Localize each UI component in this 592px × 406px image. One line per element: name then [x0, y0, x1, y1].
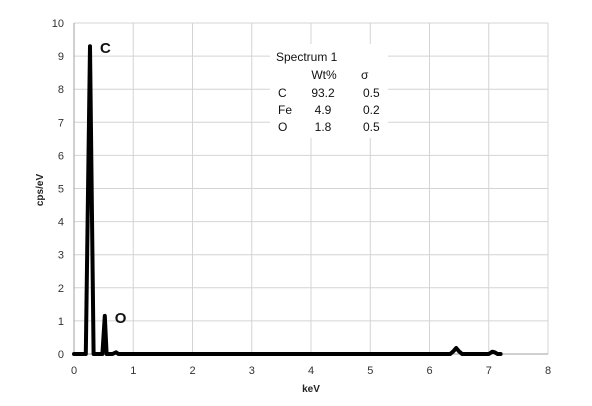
y-tick-label: 3	[58, 250, 64, 262]
y-tick-label: 1	[58, 316, 64, 328]
x-tick-label: 8	[545, 365, 551, 377]
peak-labels: CO	[100, 40, 127, 327]
annotation-background	[270, 44, 388, 138]
x-axis-title: keV	[302, 384, 320, 395]
peak-label-c: C	[100, 40, 111, 57]
y-tick-label: 8	[58, 84, 64, 96]
y-axis-title: cps/eV	[35, 174, 46, 207]
x-tick-label: 0	[71, 365, 77, 377]
annotation-title: Spectrum 1	[276, 50, 338, 64]
annotation-header: σ	[361, 68, 369, 82]
x-tick-label: 2	[189, 365, 195, 377]
annotation-cell: Fe	[278, 103, 292, 117]
annotation-cell: 0.2	[363, 103, 380, 117]
x-tick-label: 7	[486, 365, 492, 377]
y-tick-label: 10	[52, 18, 64, 30]
y-axis-ticks: 0 1 2 3 4 5 6 7 8 9 10	[52, 18, 64, 361]
annotation-cell: 1.8	[315, 120, 332, 134]
y-tick-label: 4	[58, 217, 64, 229]
spectrum-series	[72, 44, 503, 356]
annotation-cell: 93.2	[311, 86, 335, 100]
annotation-cell: C	[278, 86, 287, 100]
annotation-table: Wt% σ C 93.2 0.5 Fe 4.9 0.2 O 1.8 0.5	[278, 68, 380, 134]
annotation-cell: 0.5	[363, 120, 380, 134]
spectrum-annotation-box: Spectrum 1 Wt% σ C 93.2 0.5 Fe 4.9 0.2 O 1.8 0.5	[270, 44, 388, 138]
x-axis-ticks: 0 1 2 3 4 5 6 7 8	[71, 365, 551, 377]
x-tick-label: 6	[426, 365, 432, 377]
y-tick-label: 0	[58, 349, 64, 361]
peak-label-o: O	[115, 310, 127, 327]
y-tick-label: 5	[58, 184, 64, 196]
y-tick-label: 7	[58, 117, 64, 129]
annotation-cell: 4.9	[315, 103, 332, 117]
y-tick-label: 6	[58, 150, 64, 162]
annotation-cell: 0.5	[363, 86, 380, 100]
x-tick-label: 3	[249, 365, 255, 377]
x-tick-label: 5	[367, 365, 373, 377]
annotation-header: Wt%	[311, 68, 337, 82]
x-tick-label: 1	[130, 365, 136, 377]
y-tick-label: 2	[58, 283, 64, 295]
annotation-cell: O	[278, 120, 287, 134]
y-tick-label: 9	[58, 51, 64, 63]
x-tick-label: 4	[308, 365, 314, 377]
spectrum-line	[72, 44, 503, 356]
